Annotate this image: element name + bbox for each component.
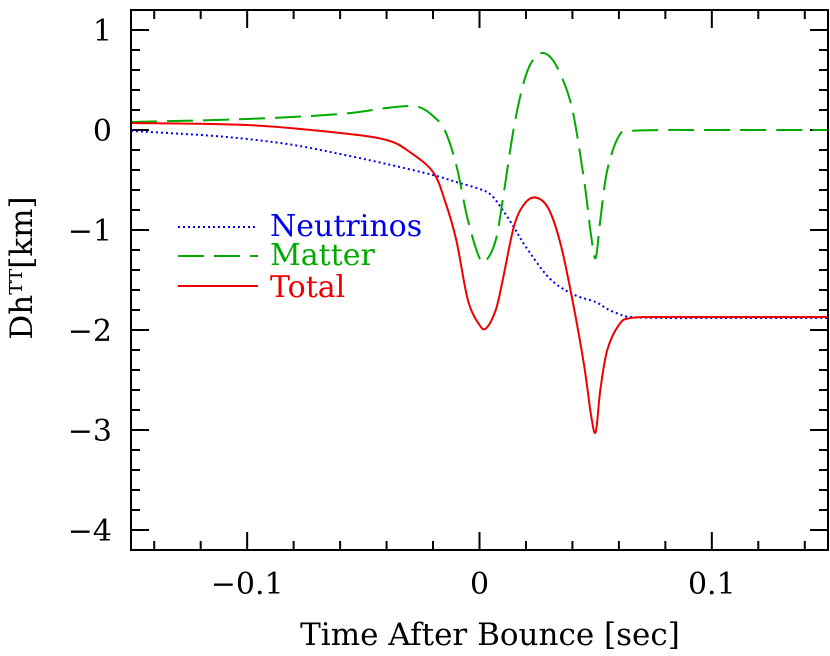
- ticks-layer: [131, 10, 828, 550]
- x-tick-label: 0: [470, 567, 489, 602]
- legend-label-neutrinos: Neutrinos: [270, 209, 422, 244]
- series-layer: [130, 52, 828, 434]
- y-tick-label: −3: [68, 414, 112, 449]
- legend-label-total: Total: [270, 270, 345, 305]
- labels-layer: −0.1 0 0.1 1 0 −1 −2 −3 −4: [68, 14, 736, 602]
- series-line-matter: [130, 52, 828, 264]
- y-tick-label: 1: [93, 14, 112, 49]
- legend: Neutrinos Matter Total: [178, 209, 422, 305]
- x-tick-label: 0.1: [688, 567, 736, 602]
- x-tick-label: −0.1: [211, 567, 284, 602]
- plot-frame: [130, 9, 829, 551]
- y-tick-label: −2: [68, 314, 112, 349]
- x-axis-title: Time After Bounce [sec]: [300, 617, 680, 653]
- series-line-neutrinos: [130, 130, 828, 320]
- y-tick-label: −4: [68, 514, 112, 549]
- y-tick-label: −1: [68, 214, 112, 249]
- y-tick-label: 0: [93, 114, 112, 149]
- series-line-total: [130, 122, 828, 434]
- legend-label-matter: Matter: [270, 238, 375, 273]
- y-axis-title: Dhᵀᵀ[km]: [4, 196, 40, 339]
